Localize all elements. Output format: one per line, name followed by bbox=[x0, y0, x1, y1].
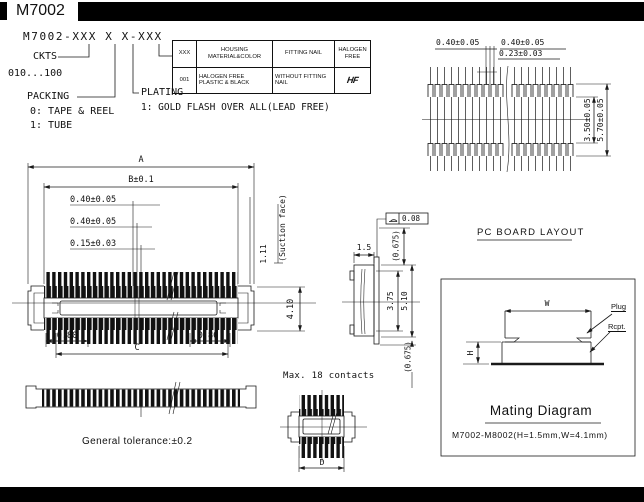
dim-pad-span-inner: 3.50±0.05 bbox=[583, 98, 592, 142]
connector-side-view bbox=[342, 212, 429, 388]
options-table: XXX HOUSING MATERIAL&COLOR FITTING NAIL … bbox=[172, 40, 371, 94]
cell-fitting: WITHOUT FITTING NAIL bbox=[272, 66, 335, 94]
halogen-free-logo: HF bbox=[346, 74, 359, 85]
options-table-row: 001 HALOGEN FREE PLASTIC & BLACK WITHOUT… bbox=[172, 66, 371, 94]
flatness-symbol bbox=[389, 219, 398, 222]
dim-overall-height: 5.10 bbox=[400, 291, 409, 311]
dim-a: A bbox=[138, 155, 144, 165]
options-table-header-row: XXX HOUSING MATERIAL&COLOR FITTING NAIL … bbox=[172, 40, 371, 68]
section-underlines bbox=[477, 239, 601, 424]
dim-d: D bbox=[319, 458, 325, 467]
dim-end-right: 0.80 bbox=[197, 331, 219, 341]
dim-end-left: 0.80 bbox=[56, 331, 78, 341]
packing-option-1: 1: TUBE bbox=[30, 120, 73, 131]
dim-pitch-1: 0.40±0.05 bbox=[70, 195, 117, 205]
connector-top-view bbox=[12, 163, 316, 358]
mating-diagram-drawing bbox=[440, 278, 636, 457]
dim-mating-h: H bbox=[466, 350, 475, 356]
max-contacts-note: Max. 18 contacts bbox=[283, 371, 375, 381]
suction-face-label: (Suction face) bbox=[278, 194, 287, 262]
packing-option-0: 0: TAPE & REEL bbox=[30, 106, 115, 117]
dim-side-bottom: (0.675) bbox=[403, 341, 413, 373]
dim-b: B±0.1 bbox=[128, 175, 154, 185]
col-header-code: XXX bbox=[172, 40, 197, 68]
page-title: M7002 bbox=[16, 2, 65, 19]
ckts-label: CKTS bbox=[33, 51, 58, 62]
dim-c: C bbox=[134, 343, 140, 353]
col-header-fitting: FITTING NAIL bbox=[272, 40, 335, 68]
cell-housing: HALOGEN FREE PLASTIC & BLACK bbox=[196, 66, 273, 94]
dim-contact-span: 3.75 bbox=[386, 291, 395, 311]
packing-label: PACKING bbox=[27, 91, 70, 102]
header-left-block bbox=[0, 2, 7, 20]
dim-pad-span-outer: 5.70±0.05 bbox=[596, 98, 605, 142]
dim-pad-pitch-right: 0.40±0.05 bbox=[501, 38, 545, 47]
dim-pitch-2: 0.40±0.05 bbox=[70, 217, 117, 227]
plug-label: Plug bbox=[611, 302, 627, 312]
pcb-layout-title: PC BOARD LAYOUT bbox=[477, 227, 585, 238]
dim-pad-pitch-left: 0.40±0.05 bbox=[436, 38, 480, 47]
dim-suction-height: 1.11 bbox=[259, 244, 268, 264]
dim-body-width: 4.10 bbox=[285, 298, 296, 320]
pcb-pad-pattern bbox=[422, 46, 611, 173]
dim-pad-width: 0.23±0.03 bbox=[499, 49, 543, 58]
rcpt-label: Rcpt. bbox=[608, 322, 626, 332]
dim-pad-size: 0.15±0.03 bbox=[70, 239, 117, 249]
plating-label: PLATING bbox=[141, 87, 184, 98]
connector-detail-view bbox=[280, 390, 367, 472]
dim-side-width: 1.5 bbox=[356, 243, 372, 252]
plating-option: 1: GOLD FLASH OVER ALL(LEAD FREE) bbox=[141, 102, 330, 113]
dim-side-top: (0.675) bbox=[391, 230, 401, 262]
general-tolerance-note: General tolerance:±0.2 bbox=[82, 436, 193, 447]
dim-mating-w: W bbox=[544, 299, 550, 308]
mating-diagram-note: M7002-M8002(H=1.5mm,W=4.1mm) bbox=[452, 430, 608, 440]
mating-diagram-title: Mating Diagram bbox=[489, 403, 593, 418]
part-number-code: M7002-XXX X X-XXX bbox=[23, 30, 163, 43]
part-number-leaders bbox=[58, 44, 172, 98]
header-redacted-bar bbox=[78, 2, 644, 21]
col-header-halogen: HALOGEN FREE bbox=[334, 40, 371, 68]
footer-redacted-bar bbox=[0, 487, 644, 502]
col-header-housing: HOUSING MATERIAL&COLOR bbox=[196, 40, 273, 68]
cell-code: 001 bbox=[172, 66, 197, 94]
flatness-tolerance-value: 0.08 bbox=[402, 214, 421, 223]
ckts-range: 010...100 bbox=[8, 68, 63, 79]
connector-front-view bbox=[25, 381, 257, 417]
cell-halogen-free: HF bbox=[334, 66, 371, 94]
